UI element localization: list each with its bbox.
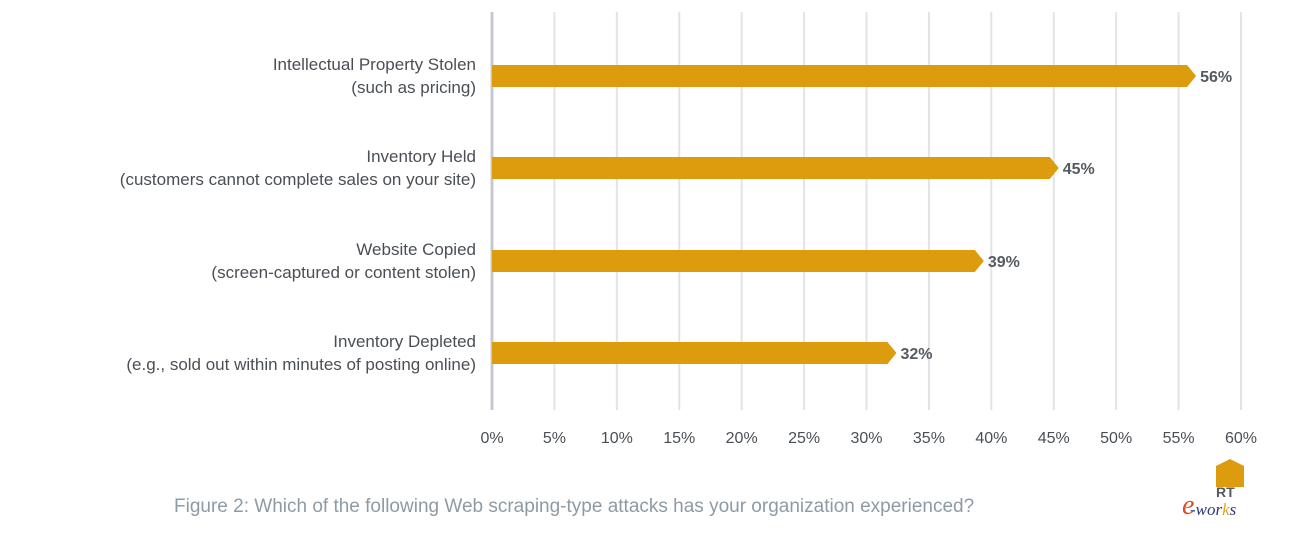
bar xyxy=(492,157,1059,179)
bar xyxy=(492,250,984,272)
category-label: Intellectual Property Stolen xyxy=(273,55,476,74)
category-label: Website Copied xyxy=(356,240,476,259)
x-tick-label: 5% xyxy=(543,430,566,447)
bar xyxy=(492,342,897,364)
x-tick-label: 0% xyxy=(480,430,503,447)
x-tick-label: 40% xyxy=(975,430,1007,447)
value-label: 45% xyxy=(1063,161,1095,178)
category-label: (customers cannot complete sales on your… xyxy=(120,170,476,189)
value-label: 32% xyxy=(900,346,932,363)
category-label: Inventory Held xyxy=(366,147,476,166)
value-label: 56% xyxy=(1200,69,1232,86)
x-tick-label: 30% xyxy=(850,430,882,447)
x-tick-label: 45% xyxy=(1038,430,1070,447)
bar xyxy=(492,65,1197,87)
category-label: (such as pricing) xyxy=(351,78,476,97)
x-tick-label: 55% xyxy=(1163,430,1195,447)
logo-text: RT xyxy=(1216,484,1235,500)
x-tick-label: 60% xyxy=(1225,430,1257,447)
logo-icon xyxy=(1216,459,1244,487)
category-label: Inventory Depleted xyxy=(333,332,476,351)
category-label: (screen-captured or content stolen) xyxy=(211,263,476,282)
category-label: (e.g., sold out within minutes of postin… xyxy=(126,355,476,374)
x-tick-label: 20% xyxy=(726,430,758,447)
watermark: e -works xyxy=(1182,490,1237,521)
x-tick-label: 10% xyxy=(601,430,633,447)
value-label: 39% xyxy=(988,254,1020,271)
figure-caption: Figure 2: Which of the following Web scr… xyxy=(174,496,975,517)
x-tick-label: 25% xyxy=(788,430,820,447)
x-tick-label: 50% xyxy=(1100,430,1132,447)
x-tick-label: 15% xyxy=(663,430,695,447)
x-tick-label: 35% xyxy=(913,430,945,447)
